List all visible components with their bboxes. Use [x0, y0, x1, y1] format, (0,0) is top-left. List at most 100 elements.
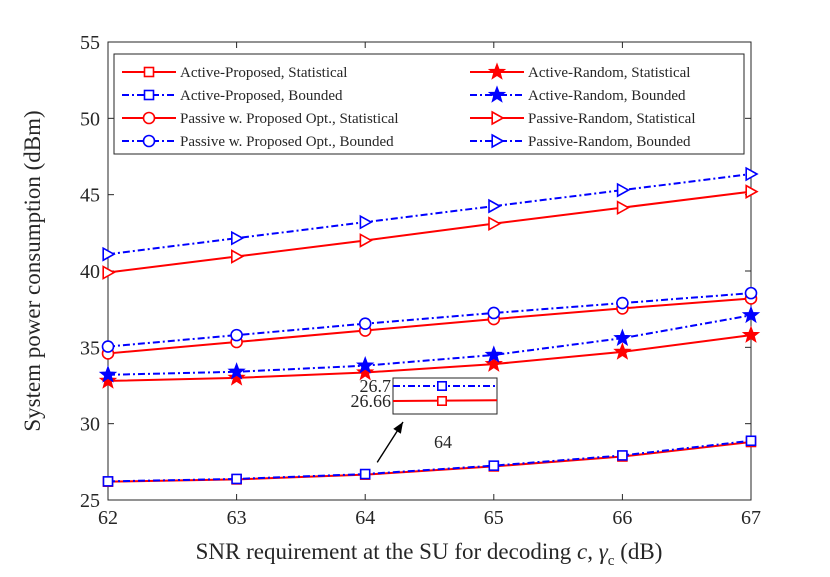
- x-axis-label-sub: c: [608, 553, 615, 569]
- x-tick-label: 63: [227, 507, 247, 529]
- legend-marker: [487, 62, 507, 80]
- y-tick-label: 50: [80, 108, 100, 130]
- y-tick-label: 55: [80, 32, 100, 54]
- legend-marker: [491, 133, 505, 149]
- inset-marker: [436, 380, 447, 391]
- data-point: [741, 305, 761, 324]
- series-3: [101, 286, 758, 353]
- series-1: [102, 435, 757, 487]
- data-point: [230, 328, 243, 342]
- series-6: [102, 184, 759, 280]
- data-point: [613, 328, 632, 346]
- x-tick-label: 67: [741, 507, 761, 529]
- data-point: [231, 249, 245, 264]
- data-point: [102, 476, 114, 487]
- x-axis-label-gamma: γ: [599, 539, 609, 564]
- data-point: [101, 340, 115, 353]
- data-point: [488, 460, 500, 471]
- legend: Active-Proposed, Statistical Active-Rando…: [113, 53, 745, 155]
- data-point: [744, 286, 758, 300]
- inset-x-label: 64: [434, 432, 452, 452]
- legend-label: Passive-Random, Bounded: [528, 134, 691, 150]
- data-point: [358, 317, 372, 330]
- data-point: [616, 296, 629, 310]
- series-4: [98, 325, 761, 389]
- data-point: [484, 354, 503, 372]
- data-point: [617, 450, 628, 461]
- inset-y-label: 26.66: [351, 391, 392, 411]
- x-tick-label: 62: [98, 507, 118, 529]
- data-point: [227, 368, 246, 386]
- data-point: [231, 230, 245, 246]
- series-5: [98, 305, 761, 383]
- inset-y-label: 26.7: [360, 376, 392, 396]
- legend-marker: [142, 134, 156, 148]
- series-line: [107, 314, 752, 376]
- legend-item: Passive w. Proposed Opt., Statistical: [122, 111, 399, 127]
- data-point: [616, 200, 631, 216]
- series-line: [107, 173, 752, 256]
- legend-label: Active-Random, Bounded: [528, 88, 686, 104]
- zoom-inset: 26.726.66 64: [351, 376, 498, 463]
- legend-marker: [142, 111, 156, 125]
- inset-marker: [436, 395, 447, 406]
- legend-item: Active-Proposed, Statistical: [122, 65, 347, 81]
- legend-item: Passive-Random, Bounded: [470, 133, 691, 150]
- series-line: [107, 334, 752, 382]
- data-point: [616, 182, 631, 198]
- legend-label: Passive w. Proposed Opt., Statistical: [180, 111, 399, 127]
- y-tick-label: 35: [80, 337, 100, 359]
- x-axis-label-main: SNR requirement at the SU for decoding: [196, 539, 572, 564]
- legend-label: Active-Random, Statistical: [528, 65, 690, 81]
- y-tick-label: 30: [80, 414, 100, 436]
- data-point: [98, 365, 118, 383]
- legend-label: Active-Proposed, Bounded: [180, 88, 343, 104]
- x-axis-label-var: c: [577, 539, 587, 564]
- series-line: [107, 190, 752, 274]
- series-line: [107, 292, 752, 348]
- legend-item: Passive-Random, Statistical: [470, 110, 695, 127]
- series-7: [102, 166, 759, 262]
- data-point: [102, 246, 116, 262]
- legend-marker: [487, 85, 507, 103]
- legend-item: Passive w. Proposed Opt., Bounded: [122, 134, 394, 150]
- data-point: [613, 342, 632, 360]
- data-point: [356, 356, 375, 374]
- y-axis-label: System power consumption (dBm): [20, 110, 45, 431]
- x-tick-label: 65: [484, 507, 504, 529]
- series-layer: [98, 166, 761, 487]
- legend-marker: [491, 110, 505, 126]
- data-point: [98, 371, 118, 389]
- inset-arrow-head: [393, 422, 403, 434]
- data-point: [227, 362, 246, 380]
- data-point: [359, 233, 373, 248]
- x-axis-label: SNR requirement at the SU for decoding c…: [196, 539, 663, 569]
- legend-label: Active-Proposed, Statistical: [180, 65, 347, 81]
- y-tick-label: 45: [80, 185, 100, 207]
- data-point: [488, 216, 502, 232]
- legend-label: Passive-Random, Statistical: [528, 111, 695, 127]
- data-point: [231, 473, 242, 485]
- legend-marker: [143, 66, 155, 78]
- x-axis-label-unit: (dB): [620, 539, 662, 564]
- legend-item: Active-Proposed, Bounded: [122, 88, 343, 104]
- series-line: [107, 439, 752, 483]
- legend-item: Active-Random, Statistical: [470, 62, 690, 81]
- x-tick-label: 64: [355, 507, 375, 529]
- legend-label: Passive w. Proposed Opt., Bounded: [180, 134, 394, 150]
- legend-marker: [143, 89, 155, 101]
- data-point: [356, 362, 375, 381]
- y-tick-label: 25: [80, 490, 100, 512]
- y-tick-label: 40: [80, 261, 100, 283]
- data-point: [484, 345, 503, 363]
- series-line: [107, 297, 752, 355]
- axis-ticks: 62 63 64 65 66 67 25 30 35 40 45 50 55: [80, 32, 761, 529]
- data-point: [359, 214, 373, 230]
- legend-item: Active-Random, Bounded: [470, 85, 686, 104]
- data-point: [745, 166, 759, 182]
- x-tick-label: 66: [612, 507, 632, 529]
- data-point: [745, 435, 757, 447]
- data-point: [741, 325, 761, 343]
- data-point: [745, 184, 759, 199]
